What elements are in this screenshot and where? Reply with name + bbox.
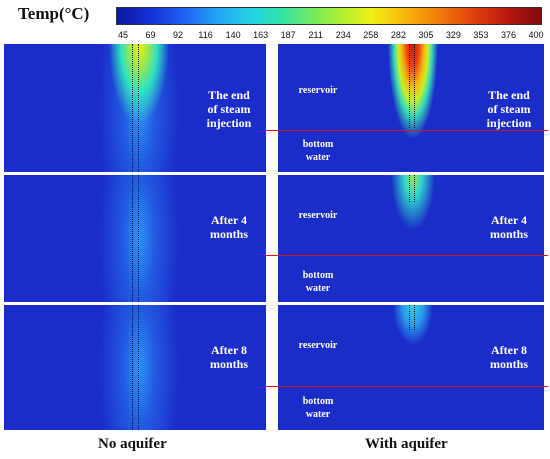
well-line (414, 175, 415, 202)
panel-right-2: reservoir bottom water After 4 months (278, 175, 544, 302)
colorbar-tick-label: 92 (173, 30, 184, 40)
aquifer-boundary-line (265, 386, 548, 387)
panel-right-1: reservoir bottom water The end of steam … (278, 44, 544, 172)
aquifer-boundary-line (265, 130, 548, 131)
panel-left-1: The end of steam injection (4, 44, 266, 172)
colorbar-tick-label: 211 (308, 30, 323, 40)
colorbar-tick-label: 305 (418, 30, 434, 40)
zone-label-reservoir: reservoir (298, 85, 338, 96)
colorbar-tick-label: 234 (335, 30, 351, 40)
colorbar-tick-label: 140 (225, 30, 241, 40)
colorbar-tick-label: 187 (280, 30, 296, 40)
panel-separator (278, 172, 544, 175)
colorbar-tick-label: 282 (390, 30, 406, 40)
well-line (132, 175, 133, 302)
row-label: After 8 months (209, 343, 248, 371)
well-line (138, 44, 139, 172)
colorbar-tick-label: 116 (198, 30, 213, 40)
colorbar-tick-label: 329 (445, 30, 461, 40)
well-line (132, 305, 133, 430)
well-line (409, 175, 410, 202)
row-label: The end of steam injection (486, 88, 532, 130)
colorbar-tick-label: 69 (145, 30, 156, 40)
well-line (409, 305, 410, 330)
colorbar-tick-label: 45 (117, 30, 129, 40)
well-line (414, 44, 415, 128)
zone-label-bottom-water: bottom water (302, 139, 334, 163)
colorbar-tick-label: 163 (253, 30, 269, 40)
zone-label-bottom-water: bottom water (302, 396, 334, 420)
zone-label-reservoir: reservoir (298, 210, 338, 221)
colorbar-tick-label: 376 (500, 30, 516, 40)
panel-left-3: After 8 months (4, 305, 266, 430)
panel-separator (278, 302, 544, 305)
hot-zone (378, 44, 448, 154)
colorbar-tick-label: 400 (528, 30, 544, 40)
zone-label-bottom-water: bottom water (302, 270, 334, 294)
well-line (138, 305, 139, 430)
colorbar-tick-label: 258 (363, 30, 379, 40)
zone-label-reservoir: reservoir (298, 340, 338, 351)
aquifer-boundary-line (265, 255, 548, 256)
row-label: After 4 months (209, 213, 248, 241)
row-label: After 4 months (489, 213, 528, 241)
row-label: The end of steam injection (206, 88, 252, 130)
column-label-no-aquifer: No aquifer (98, 436, 167, 452)
hot-zone (390, 305, 436, 350)
well-line (409, 44, 410, 128)
well-line (414, 305, 415, 330)
temperature-plume (84, 305, 194, 430)
panel-left-2: After 4 months (4, 175, 266, 302)
colorbar (116, 7, 542, 25)
colorbar-title: Temp(°C) (18, 4, 90, 23)
well-line (138, 175, 139, 302)
hot-zone (109, 44, 169, 139)
well-line (132, 44, 133, 172)
column-label-with-aquifer: With aquifer (365, 436, 448, 452)
panel-right-3: reservoir bottom water After 8 months (278, 305, 544, 430)
panel-separator (4, 302, 266, 305)
colorbar-tick-label: 353 (473, 30, 489, 40)
row-label: After 8 months (489, 343, 528, 371)
hot-zone (388, 175, 438, 235)
temperature-plume (84, 175, 194, 302)
panel-separator (4, 172, 266, 175)
